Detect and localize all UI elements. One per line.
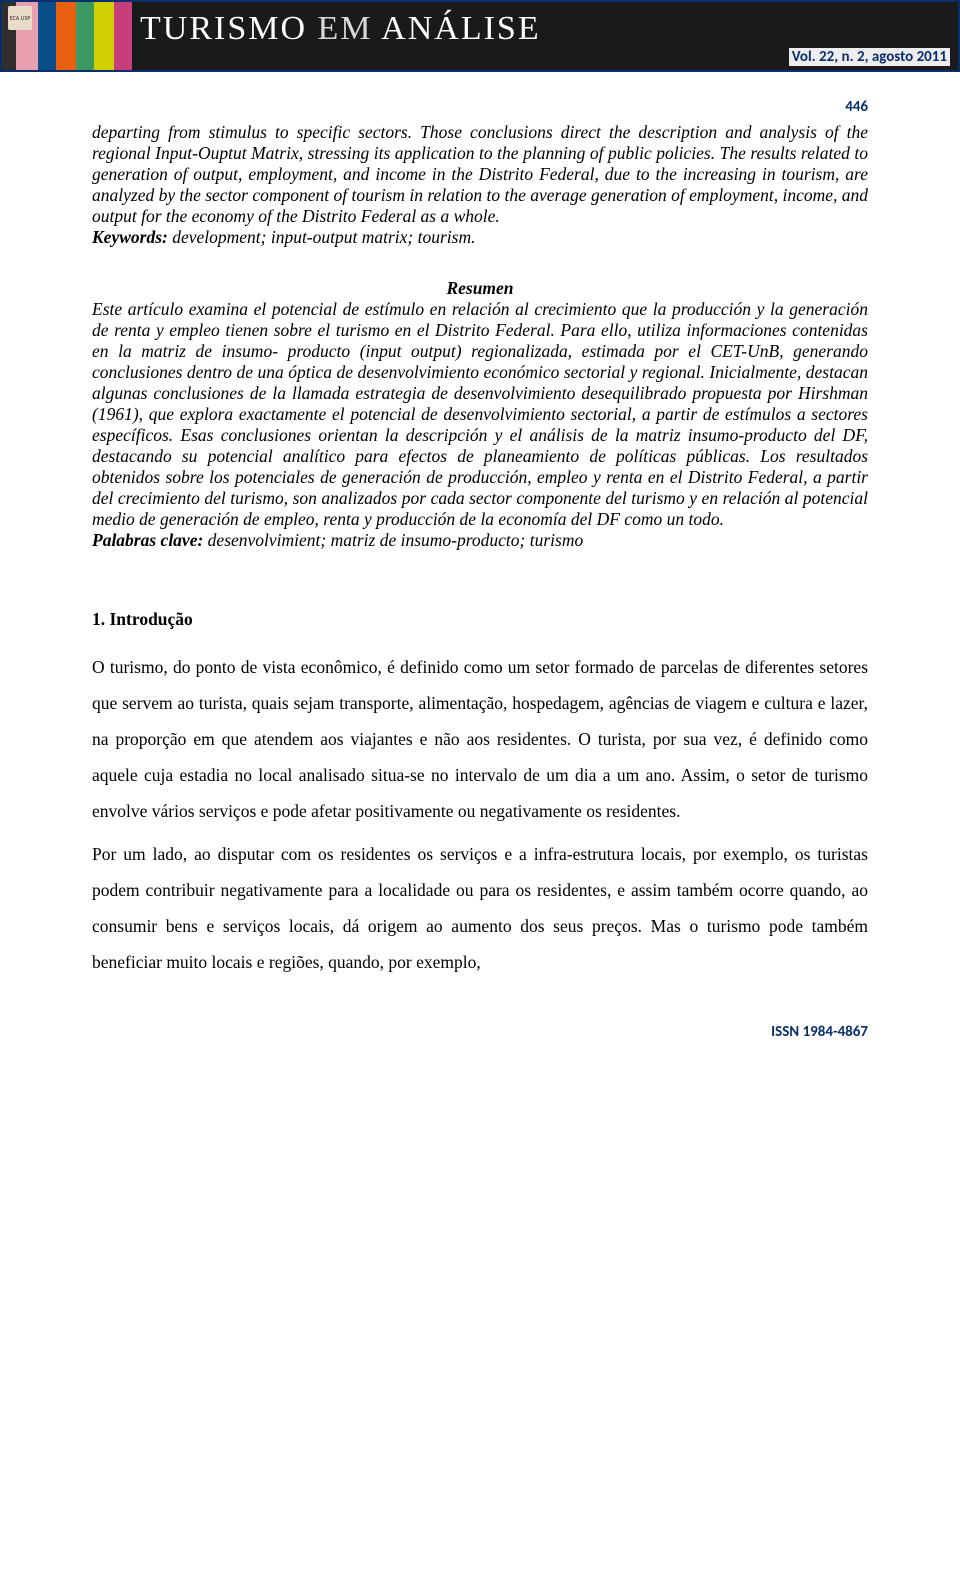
page-number: 446 [0,72,960,122]
publisher-badge: ECA USP [8,6,32,30]
spine [38,2,56,70]
resumen-heading: Resumen [92,278,868,299]
spine [56,2,76,70]
title-word-1: TURISMO [140,10,307,47]
keywords-text-en: development; input-output matrix; touris… [168,227,476,247]
abstract-es-text: Este artículo examina el potencial de es… [92,299,868,529]
palabras-label: Palabras clave: [92,530,203,550]
journal-title: TURISMO EM ANÁLISE [140,10,541,48]
abstract-spanish: Este artículo examina el potencial de es… [92,299,868,551]
body-paragraph-1: O turismo, do ponto de vista econômico, … [92,650,868,829]
journal-header-banner: ECA USP TURISMO EM ANÁLISE Vol. 22, n. 2… [0,0,960,72]
body-paragraph-2: Por um lado, ao disputar com os resident… [92,837,868,981]
issue-label: Vol. 22, n. 2, agosto 2011 [789,48,950,66]
page-content: departing from stimulus to specific sect… [0,122,960,981]
abstract-english: departing from stimulus to specific sect… [92,122,868,248]
spine [76,2,94,70]
keywords-label-en: Keywords: [92,227,168,247]
palabras-text: desenvolvimient; matriz de insumo-produc… [203,530,583,550]
spine [114,2,132,70]
spine [94,2,114,70]
issn-footer: ISSN 1984-4867 [0,989,960,1055]
title-word-3: ANÁLISE [381,10,540,47]
book-spines-graphic: ECA USP [2,2,132,70]
title-word-2: EM [318,10,373,47]
section-heading: 1. Introdução [92,609,868,630]
abstract-en-text: departing from stimulus to specific sect… [92,122,868,226]
